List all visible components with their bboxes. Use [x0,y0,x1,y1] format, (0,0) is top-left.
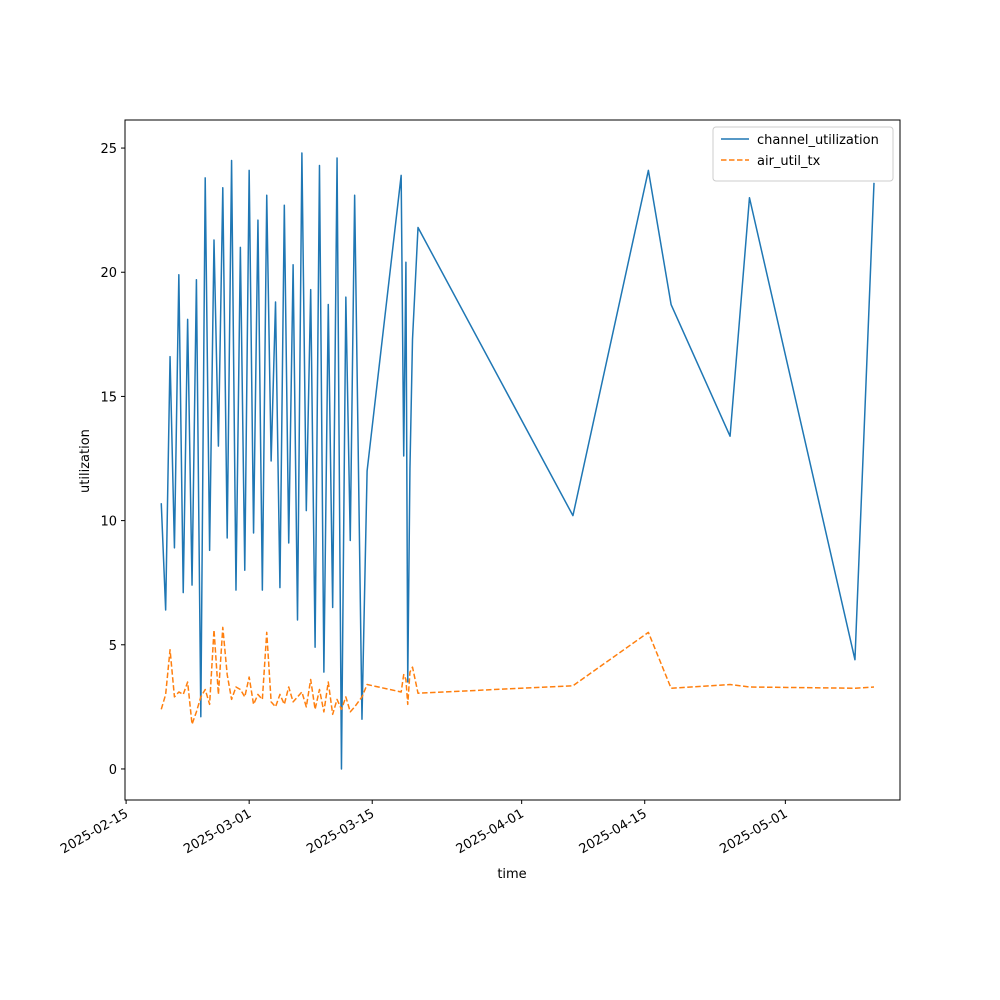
y-tick-label: 15 [100,390,117,405]
x-axis-label: time [497,867,526,882]
y-tick-label: 25 [100,142,117,157]
y-tick-label: 5 [109,639,117,654]
legend-box [712,126,894,182]
axes-frame [124,119,901,801]
y-axis-label: utilization [78,429,93,493]
x-tick-label: 2025-02-15 [58,806,131,857]
y-tick-label: 0 [109,763,117,778]
y-tick-label: 20 [100,266,117,281]
x-tick-label: 2025-04-15 [577,806,650,857]
x-tick-label: 2025-03-15 [304,806,377,857]
legend: channel_utilization air_util_tx [712,126,894,182]
y-tick-label: 10 [100,515,117,530]
x-tick-label: 2025-04-01 [454,806,527,857]
line-series [160,152,875,770]
line-series [160,626,875,725]
x-tick-label: 2025-03-01 [181,806,254,857]
x-tick-label: 2025-05-01 [717,806,790,857]
legend-label: air_util_tx [757,154,821,169]
legend-label: channel_utilization [757,133,879,148]
